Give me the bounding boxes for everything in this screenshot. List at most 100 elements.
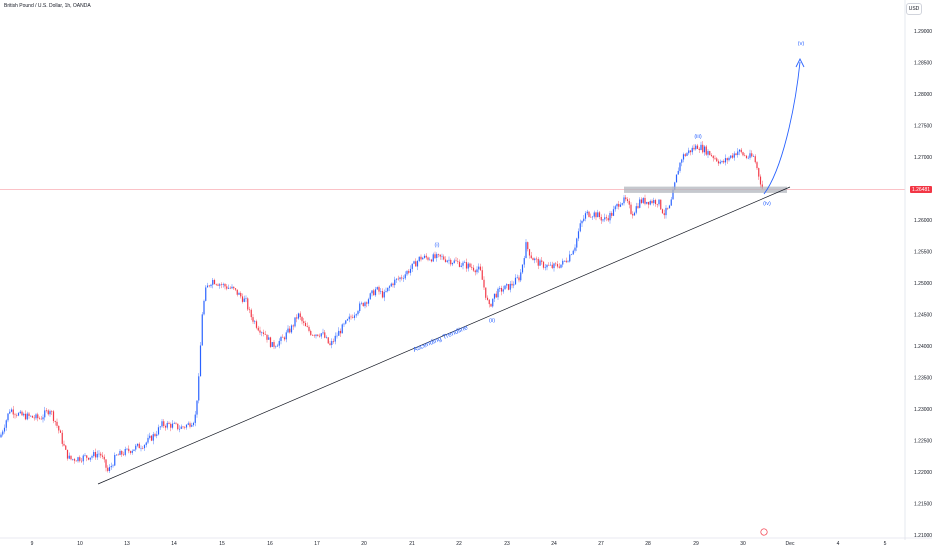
candle-body — [740, 149, 742, 153]
candle-body — [756, 162, 758, 169]
candle-body — [509, 283, 511, 290]
candle-body — [600, 217, 602, 221]
candle-body — [751, 153, 753, 157]
candle-body — [549, 264, 552, 266]
candle-body — [268, 337, 270, 340]
candle-body — [16, 415, 18, 416]
candle-body — [212, 279, 214, 285]
candle-body — [152, 434, 154, 441]
candle-body — [86, 455, 88, 458]
candle-body — [705, 146, 707, 155]
candle-body — [576, 238, 578, 248]
candle-body — [464, 262, 466, 263]
candle-body — [745, 155, 748, 158]
candle-body — [264, 334, 266, 335]
candle-body — [308, 326, 310, 331]
candle-body — [581, 220, 583, 224]
candle-body — [716, 158, 718, 162]
candle-body — [348, 316, 350, 320]
candle-body — [189, 423, 191, 427]
candle-body — [59, 430, 62, 433]
candle-body — [707, 151, 709, 155]
y-tick-label: 1.26000 — [914, 218, 932, 224]
y-tick-label: 1.21000 — [914, 533, 932, 539]
candle-body — [761, 184, 763, 189]
candle-body — [490, 304, 492, 307]
candle-body — [562, 260, 564, 265]
candle-body — [621, 203, 623, 205]
currency-button[interactable]: USD — [906, 3, 922, 15]
candle-body — [91, 456, 93, 458]
candle-body — [583, 218, 585, 221]
candle-body — [646, 201, 648, 204]
candle-body — [574, 247, 576, 251]
candle-body — [345, 320, 347, 324]
candle-body — [667, 207, 669, 209]
candle-body — [537, 259, 539, 266]
candle-body — [51, 411, 53, 412]
candle-body — [656, 204, 658, 205]
candle-body — [219, 284, 221, 286]
candle-body — [406, 271, 408, 275]
candle-body — [504, 285, 506, 290]
candle-body — [275, 346, 277, 348]
candle-body — [436, 254, 438, 258]
candle-body — [201, 314, 203, 346]
candle-body — [586, 211, 588, 214]
candle-body — [315, 334, 317, 336]
y-tick-label: 1.23000 — [914, 407, 932, 413]
candle-body — [670, 199, 672, 206]
candle-body — [444, 259, 447, 262]
candle-body — [569, 254, 571, 262]
candle-body — [471, 266, 473, 268]
candle-body — [611, 213, 613, 216]
candle-body — [609, 213, 611, 221]
candle-body — [749, 153, 751, 158]
candle-body — [327, 337, 329, 344]
candle-body — [182, 426, 184, 428]
candle-body — [642, 197, 644, 203]
candle-body — [618, 203, 620, 207]
candle-body — [332, 341, 335, 342]
trendline-label: Ascending Trendline — [412, 324, 469, 354]
y-tick-label: 1.28000 — [914, 92, 932, 98]
x-tick-label: 28 — [645, 541, 651, 547]
candle-body — [168, 422, 170, 424]
candles-layer — [0, 141, 763, 473]
candle-body — [453, 260, 455, 263]
candle-body — [80, 460, 83, 462]
candle-body — [325, 337, 328, 338]
candle-body — [334, 335, 336, 342]
candle-body — [220, 284, 223, 285]
candle-body — [294, 317, 296, 327]
candle-body — [401, 277, 403, 279]
candle-body — [355, 314, 357, 316]
candle-body — [159, 426, 161, 428]
candle-body — [250, 309, 252, 318]
candle-body — [443, 256, 445, 260]
candle-body — [493, 293, 496, 299]
candle-body — [479, 266, 482, 271]
candle-body — [535, 258, 538, 260]
candle-body — [252, 317, 254, 322]
candle-body — [497, 288, 499, 298]
candle-body — [185, 424, 188, 428]
y-tick-label: 1.23500 — [914, 376, 932, 382]
candle-body — [700, 144, 702, 151]
candle-body — [3, 427, 6, 432]
candle-body — [236, 289, 238, 295]
candle-body — [481, 270, 483, 280]
candle-body — [115, 454, 118, 456]
projection-arrowhead — [795, 57, 805, 68]
candle-body — [112, 465, 114, 467]
candle-body — [19, 411, 21, 414]
candle-body — [248, 309, 251, 311]
candle-body — [367, 299, 370, 304]
candle-body — [458, 261, 461, 267]
candle-body — [171, 423, 174, 428]
y-tick-label: 1.25000 — [914, 281, 932, 287]
x-tick-label: 29 — [693, 541, 699, 547]
candle-body — [227, 287, 230, 289]
candle-body — [210, 284, 212, 287]
candle-body — [486, 297, 489, 300]
